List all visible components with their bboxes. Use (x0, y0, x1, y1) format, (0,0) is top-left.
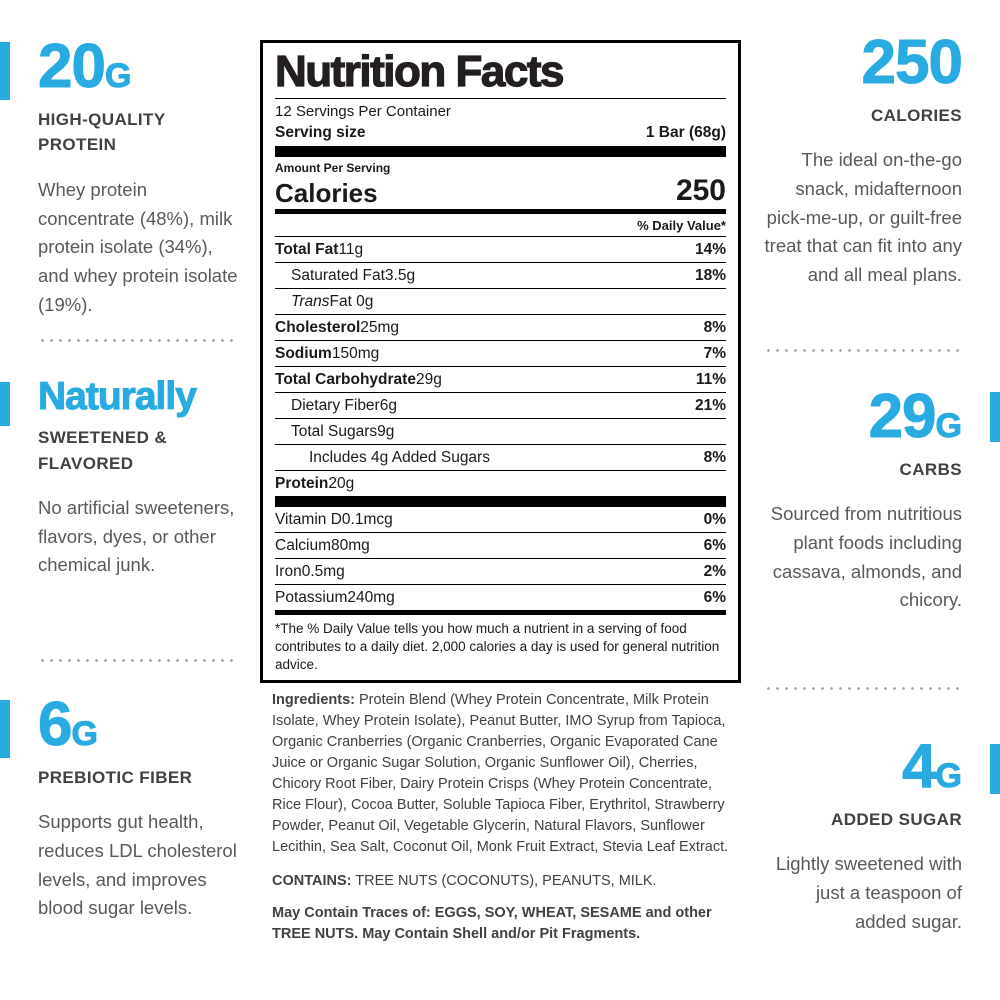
dotted-divider (38, 339, 236, 342)
calories-label: Calories (275, 178, 378, 209)
fiber-body-text: Supports gut health, reduces LDL cholest… (38, 811, 237, 919)
dotted-divider (764, 687, 962, 690)
medium-divider-bar (275, 209, 726, 215)
calories-heading: CALORIES (870, 105, 962, 125)
nutrient-row-dietary-fiber: Dietary Fiber 6g 21% (275, 393, 726, 420)
vitamin-row-vitamin-d: Vitamin D 0.1mcg 0% (275, 507, 726, 534)
nutrient-row-protein: Protein 20g (275, 474, 355, 492)
accent-bar-right-carbs (990, 392, 1000, 442)
carbs-body-text: Sourced from nutritious plant foods incl… (770, 503, 962, 611)
nutrient-row-trans-fat: Trans Fat 0g (275, 289, 726, 316)
added-sugar-heading: ADDED SUGAR (831, 809, 962, 829)
vitamin-row-calcium: Calcium 80mg 6% (275, 533, 726, 560)
nutrient-row-total-sugars: Total Sugars 9g (275, 419, 726, 446)
contains-statement: CONTAINS: TREE NUTS (COCONUTS), PEANUTS,… (272, 873, 657, 890)
calories-value: 250 (675, 174, 726, 208)
contains-label: CONTAINS: (272, 873, 352, 890)
section-calories: 250 CALORIES The ideal on-the-go snack, … (762, 28, 964, 290)
vitamin-row-iron: Iron 0.5mg 2% (275, 559, 726, 586)
serving-size-label: Serving size (275, 124, 366, 142)
medium-divider-bar (275, 610, 726, 616)
accent-bar-left-protein (0, 42, 10, 100)
may-contain-statement: May Contain Traces of: EGGS, SOY, WHEAT,… (272, 905, 712, 942)
nutrient-row-total-carbohydrate: Total Carbohydrate 29g 11% (275, 367, 726, 394)
section-added-sugar: 4G ADDED SUGAR Lightly sweetened with ju… (762, 732, 963, 936)
vitamin-row-potassium: Potassium 240mg 6% (275, 588, 726, 606)
accent-bar-left-fiber (0, 700, 10, 758)
naturally-stat: Naturally (38, 375, 198, 418)
section-carbs: 29G CARBS Sourced from nutritious plant … (762, 382, 963, 615)
calories-row: Calories 250 (275, 175, 726, 209)
dotted-divider (38, 659, 236, 662)
naturally-heading: SWEETENED & FLAVORED (38, 428, 168, 473)
servings-per-container: 12 Servings Per Container (275, 103, 451, 121)
nutrition-facts-label: Nutrition Facts 12 Servings Per Containe… (260, 40, 741, 683)
carbs-grams-stat: 29G (868, 382, 962, 451)
thick-divider-bar (275, 146, 726, 158)
protein-heading: HIGH-QUALITY PROTEIN (38, 109, 166, 155)
section-fiber: 6G PREBIOTIC FIBER Supports gut health, … (37, 690, 240, 923)
ingredients-label: Ingredients: (272, 692, 355, 708)
added-sugar-grams-stat: 4G (902, 732, 963, 801)
added-sugar-body-text: Lightly sweetened with just a teaspoon o… (775, 853, 962, 932)
naturally-body-text: No artificial sweeteners, flavors, dyes,… (38, 497, 235, 576)
amount-per-serving-label: Amount Per Serving (275, 161, 391, 176)
nutrient-row-cholesterol: Cholesterol 25mg 8% (275, 315, 726, 342)
nutrient-row-total-fat: Total Fat 11g 14% (275, 237, 726, 264)
calories-body-text: The ideal on-the-go snack, midafternoon … (764, 149, 962, 286)
ingredients-text: Ingredients: Protein Blend (Whey Protein… (272, 692, 729, 856)
accent-bar-right-sugar (990, 744, 1000, 794)
section-naturally: Naturally SWEETENED & FLAVORED No artific… (38, 375, 240, 580)
dotted-divider (764, 349, 962, 352)
nutrient-row-added-sugars: Includes 4g Added Sugars 8% (275, 445, 726, 472)
daily-value-header: % Daily Value* (275, 214, 726, 238)
nutrition-facts-title: Nutrition Facts (274, 46, 726, 100)
daily-value-footnote: *The % Daily Value tells you how much a … (275, 621, 720, 672)
protein-body-text: Whey protein concentrate (48%), milk pro… (38, 178, 238, 315)
serving-size-value: 1 Bar (68g) (645, 124, 726, 142)
nutrient-row-sodium: Sodium 150mg 7% (275, 341, 726, 368)
carbs-heading: CARBS (899, 459, 962, 479)
serving-size-row: Serving size 1 Bar (68g) (275, 122, 726, 146)
protein-grams-stat: 20G (38, 32, 132, 101)
accent-bar-left-naturally (0, 382, 10, 426)
nutrient-row-saturated-fat: Saturated Fat 3.5g 18% (275, 263, 726, 290)
ingredients-block: Ingredients: Protein Blend (Whey Protein… (272, 690, 742, 944)
fiber-grams-stat: 6G (37, 690, 98, 759)
calories-stat: 250 (861, 28, 963, 97)
thick-divider-bar (275, 496, 726, 508)
fiber-heading: PREBIOTIC FIBER (38, 767, 193, 787)
section-protein: 20G HIGH-QUALITY PROTEIN Whey protein con… (38, 32, 240, 319)
